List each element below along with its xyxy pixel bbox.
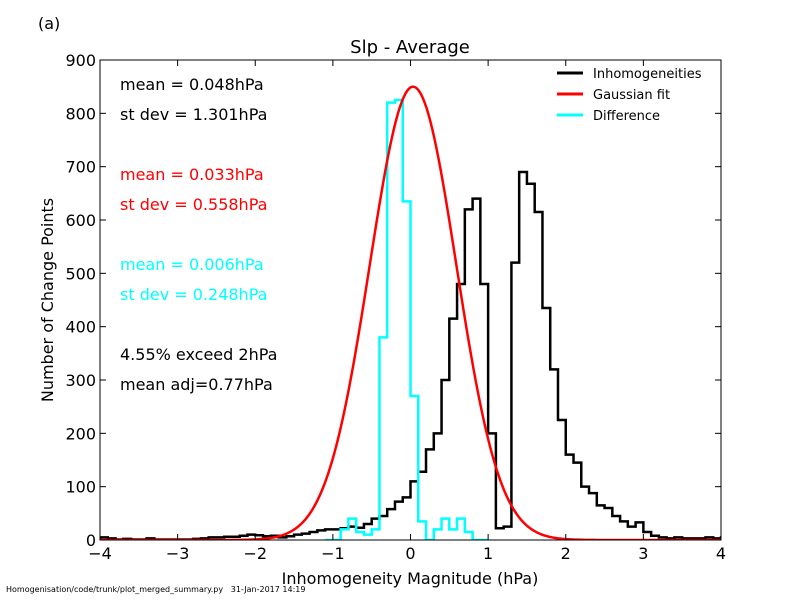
stats-annotation: mean = 0.006hPa [120, 255, 264, 274]
y-tick-label: 200 [65, 424, 96, 443]
x-tick-label: 0 [405, 544, 415, 563]
x-axis-label: Inhomogeneity Magnitude (hPa) [282, 569, 539, 588]
x-tick-label: 2 [561, 544, 571, 563]
y-tick-label: 300 [65, 371, 96, 390]
x-tick-label: −2 [243, 544, 267, 563]
y-tick-label: 0 [86, 531, 96, 550]
x-tick-label: −3 [166, 544, 190, 563]
stats-annotation: st dev = 0.248hPa [120, 285, 267, 304]
legend-label: Gaussian fit [593, 88, 670, 103]
x-tick-label: 1 [483, 544, 493, 563]
y-tick-label: 600 [65, 211, 96, 230]
series-difference [325, 98, 489, 540]
x-tick-label: −1 [321, 544, 345, 563]
stats-annotation: mean adj=0.77hPa [120, 375, 273, 394]
stats-annotation: mean = 0.033hPa [120, 165, 264, 184]
footer-path: Homogenisation/code/trunk/plot_merged_su… [6, 585, 224, 594]
footer-text: Homogenisation/code/trunk/plot_merged_su… [6, 585, 305, 594]
y-tick-label: 100 [65, 478, 96, 497]
plot-area: −4 −3 −2 −1 0 1 2 3 4 0 100 200 300 400 500 600 700 800 90… [65, 51, 726, 563]
x-tick-label: 4 [716, 544, 726, 563]
panel-label: (a) [38, 14, 61, 33]
y-tick-label: 900 [65, 51, 96, 70]
legend-label: Inhomogeneities [593, 67, 702, 82]
stats-annotation: 4.55% exceed 2hPa [120, 345, 277, 364]
legend-label: Difference [593, 109, 660, 124]
footer-date: 31-Jan-2017 14:19 [230, 585, 306, 594]
stats-annotation: st dev = 1.301hPa [120, 105, 267, 124]
x-tick-label: −4 [88, 544, 112, 563]
y-tick-label: 500 [65, 264, 96, 283]
y-axis-label: Number of Change Points [38, 198, 57, 402]
chart-title: Slp - Average [350, 37, 470, 58]
stats-annotation: mean = 0.048hPa [120, 75, 264, 94]
series-inhomogeneities [100, 170, 721, 540]
y-tick-label: 800 [65, 104, 96, 123]
stats-annotation: st dev = 0.558hPa [120, 195, 267, 214]
y-tick-label: 400 [65, 318, 96, 337]
y-tick-label: 700 [65, 158, 96, 177]
x-tick-label: 3 [638, 544, 648, 563]
plot-clip-group [100, 85, 721, 540]
